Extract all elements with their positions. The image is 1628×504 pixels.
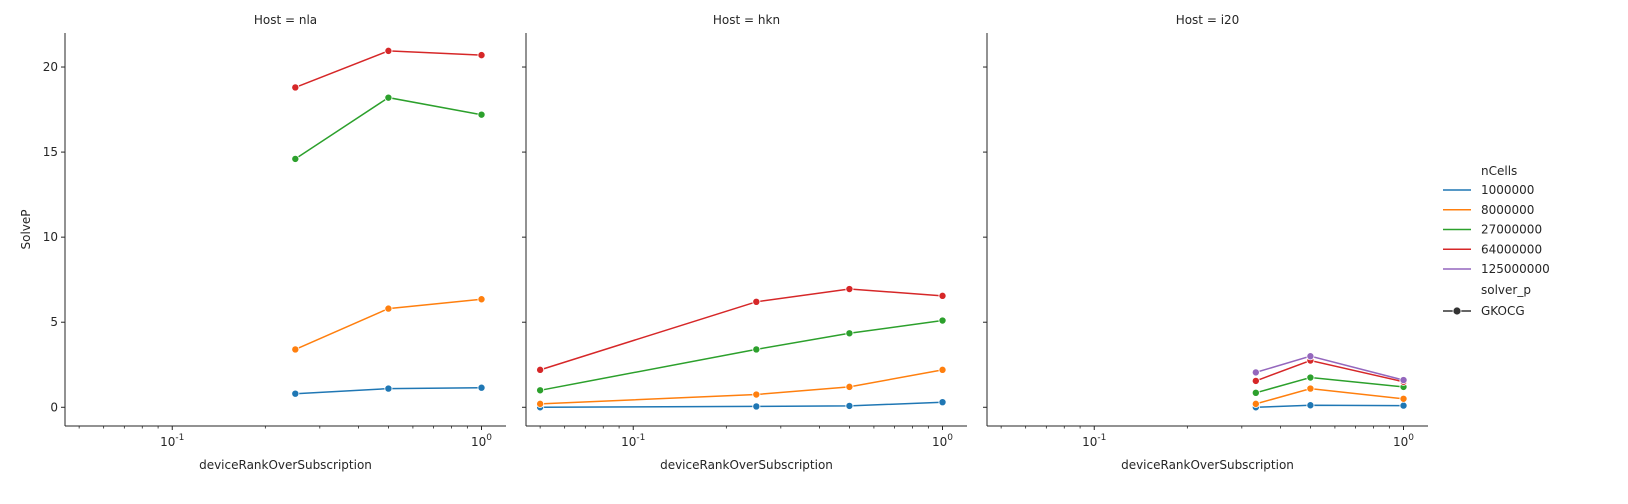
data-point-1000000 [752, 402, 761, 411]
y-tick-label: 0 [50, 400, 58, 414]
data-point-27000000 [1306, 373, 1315, 382]
y-tick-label: 15 [43, 145, 58, 159]
data-point-1000000 [477, 383, 486, 392]
legend-label-64000000: 64000000 [1481, 242, 1542, 256]
series-line-1000000 [540, 401, 943, 409]
data-point-27000000 [477, 110, 486, 119]
data-point-8000000 [845, 382, 854, 391]
data-point-27000000 [1251, 388, 1260, 397]
data-point-27000000 [938, 316, 947, 325]
data-point-27000000 [384, 93, 393, 102]
data-point-64000000 [938, 291, 947, 300]
panel-title: Host = nla [254, 13, 317, 27]
legend-label-125000000: 125000000 [1481, 262, 1550, 276]
data-point-64000000 [477, 51, 486, 60]
legend-label-GKOCG: GKOCG [1481, 304, 1525, 318]
data-point-27000000 [845, 329, 854, 338]
data-point-1000000 [1399, 401, 1408, 410]
data-point-8000000 [1399, 394, 1408, 403]
panel-title: Host = i20 [1176, 13, 1240, 27]
legend-title-solver: solver_p [1481, 283, 1531, 297]
data-point-64000000 [752, 297, 761, 306]
data-point-125000000 [1399, 376, 1408, 385]
data-point-64000000 [384, 46, 393, 55]
data-point-64000000 [845, 285, 854, 294]
legend-label-27000000: 27000000 [1481, 223, 1542, 237]
series-line-64000000 [539, 288, 943, 371]
y-tick-label: 10 [43, 230, 58, 244]
data-point-27000000 [291, 154, 300, 163]
x-axis-label: deviceRankOverSubscription [1121, 458, 1294, 472]
panel-title: Host = hkn [713, 13, 780, 27]
y-axis-label: SolveP [19, 209, 33, 249]
data-point-1000000 [845, 401, 854, 410]
data-point-8000000 [752, 390, 761, 399]
series-line-8000000 [540, 369, 943, 405]
series-line-8000000 [1255, 387, 1404, 405]
data-point-8000000 [1306, 384, 1315, 393]
data-point-125000000 [1306, 352, 1315, 361]
data-point-1000000 [1306, 401, 1315, 410]
data-point-1000000 [291, 389, 300, 398]
legend-label-1000000: 1000000 [1481, 183, 1534, 197]
x-tick-label: 10-1 [1082, 433, 1106, 449]
y-tick-label: 5 [50, 315, 58, 329]
x-tick-label: 100 [932, 433, 953, 449]
x-tick-label: 100 [471, 433, 492, 449]
legend-label-8000000: 8000000 [1481, 203, 1534, 217]
legend-title-ncells: nCells [1481, 164, 1517, 178]
x-tick-label: 10-1 [160, 433, 184, 449]
x-axis-label: deviceRankOverSubscription [199, 458, 372, 472]
data-point-64000000 [291, 83, 300, 92]
legend-style-marker-GKOCG [1452, 306, 1462, 316]
data-point-8000000 [938, 365, 947, 374]
y-tick-label: 20 [43, 60, 58, 74]
data-point-64000000 [536, 365, 545, 374]
data-point-27000000 [752, 345, 761, 354]
data-point-125000000 [1251, 368, 1260, 377]
data-point-8000000 [291, 345, 300, 354]
data-point-1000000 [938, 398, 947, 407]
x-tick-label: 10-1 [621, 433, 645, 449]
data-point-27000000 [536, 386, 545, 395]
series-line-27000000 [540, 319, 943, 392]
series-line-1000000 [1255, 404, 1404, 409]
data-point-1000000 [384, 384, 393, 393]
data-point-8000000 [477, 295, 486, 304]
series-line-64000000 [295, 50, 482, 89]
x-tick-label: 100 [1393, 433, 1414, 449]
data-point-64000000 [1251, 376, 1260, 385]
series-line-64000000 [1255, 359, 1404, 383]
x-axis-label: deviceRankOverSubscription [660, 458, 833, 472]
data-point-8000000 [1251, 399, 1260, 408]
data-point-8000000 [536, 399, 545, 408]
series-line-27000000 [294, 96, 482, 160]
data-point-8000000 [384, 304, 393, 313]
